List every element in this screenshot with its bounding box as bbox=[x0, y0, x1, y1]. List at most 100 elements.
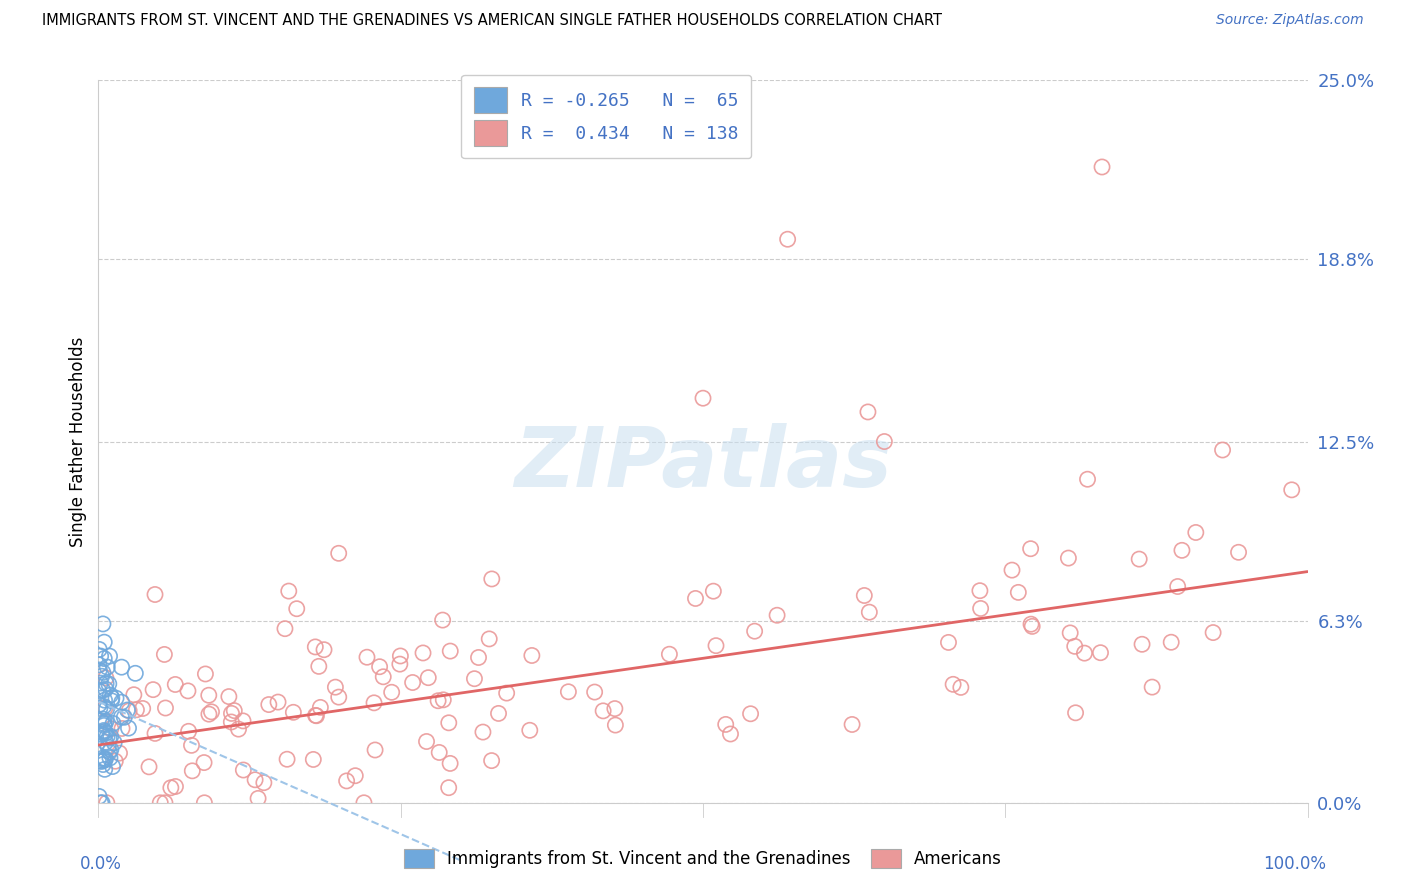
Point bbox=[1171, 543, 1194, 558]
Point bbox=[100, 694, 122, 708]
Point bbox=[94, 701, 117, 715]
Point bbox=[131, 701, 153, 715]
Point bbox=[427, 694, 450, 708]
Point bbox=[90, 755, 112, 769]
Point bbox=[90, 714, 112, 728]
Point bbox=[1167, 580, 1189, 594]
Point bbox=[471, 725, 494, 739]
Point bbox=[153, 796, 176, 810]
Point bbox=[91, 725, 114, 739]
Point bbox=[353, 796, 375, 810]
Point bbox=[118, 704, 141, 718]
Point bbox=[181, 764, 204, 778]
Point bbox=[193, 796, 215, 810]
Point bbox=[488, 706, 510, 721]
Point bbox=[388, 657, 411, 672]
Point bbox=[1140, 680, 1163, 694]
Point bbox=[89, 698, 111, 712]
Point bbox=[177, 724, 200, 739]
Point bbox=[94, 724, 117, 739]
Point bbox=[124, 666, 146, 681]
Point bbox=[363, 696, 385, 710]
Point bbox=[112, 710, 135, 724]
Point bbox=[253, 775, 276, 789]
Point bbox=[583, 685, 606, 699]
Point bbox=[744, 624, 766, 639]
Point bbox=[304, 640, 326, 654]
Text: Source: ZipAtlas.com: Source: ZipAtlas.com bbox=[1216, 13, 1364, 28]
Point bbox=[520, 648, 543, 663]
Point bbox=[1059, 626, 1081, 640]
Point bbox=[427, 746, 450, 760]
Point bbox=[89, 642, 111, 657]
Text: 100.0%: 100.0% bbox=[1263, 855, 1326, 872]
Point bbox=[180, 739, 202, 753]
Point bbox=[96, 660, 118, 674]
Point bbox=[1202, 625, 1225, 640]
Point bbox=[94, 753, 117, 767]
Point bbox=[224, 704, 246, 718]
Point bbox=[692, 391, 714, 405]
Point bbox=[1212, 442, 1234, 457]
Point bbox=[153, 648, 176, 662]
Point bbox=[308, 659, 330, 673]
Point bbox=[412, 646, 434, 660]
Point bbox=[96, 796, 118, 810]
Point bbox=[418, 671, 440, 685]
Point bbox=[658, 647, 681, 661]
Point bbox=[221, 706, 243, 721]
Point bbox=[165, 677, 187, 691]
Point bbox=[304, 708, 326, 723]
Point bbox=[89, 663, 111, 677]
Point bbox=[856, 405, 879, 419]
Point bbox=[143, 587, 166, 601]
Point bbox=[218, 690, 240, 704]
Point bbox=[100, 742, 122, 756]
Point bbox=[243, 772, 266, 787]
Point bbox=[557, 685, 579, 699]
Point bbox=[309, 700, 332, 714]
Point bbox=[344, 769, 367, 783]
Point bbox=[200, 705, 222, 719]
Point bbox=[94, 682, 117, 697]
Point bbox=[87, 789, 110, 804]
Point bbox=[125, 703, 148, 717]
Point bbox=[381, 685, 404, 699]
Point bbox=[197, 688, 219, 702]
Y-axis label: Single Father Households: Single Father Households bbox=[69, 336, 87, 547]
Point bbox=[949, 681, 972, 695]
Point bbox=[1057, 551, 1080, 566]
Point bbox=[481, 754, 503, 768]
Point bbox=[415, 734, 437, 748]
Point bbox=[96, 730, 118, 744]
Point bbox=[328, 546, 350, 560]
Point bbox=[432, 693, 454, 707]
Point bbox=[1227, 545, 1250, 559]
Point bbox=[91, 757, 114, 772]
Point bbox=[100, 722, 122, 736]
Point bbox=[142, 682, 165, 697]
Point bbox=[720, 727, 742, 741]
Point bbox=[1076, 472, 1098, 486]
Point bbox=[439, 644, 461, 658]
Point bbox=[91, 751, 114, 765]
Point bbox=[91, 796, 114, 810]
Point bbox=[373, 670, 395, 684]
Point bbox=[277, 584, 299, 599]
Point bbox=[94, 671, 117, 685]
Point bbox=[776, 232, 799, 246]
Point bbox=[117, 703, 139, 717]
Point bbox=[93, 762, 115, 776]
Text: IMMIGRANTS FROM ST. VINCENT AND THE GRENADINES VS AMERICAN SINGLE FATHER HOUSEHO: IMMIGRANTS FROM ST. VINCENT AND THE GREN… bbox=[42, 13, 942, 29]
Point bbox=[117, 721, 139, 735]
Point bbox=[98, 731, 121, 746]
Point bbox=[283, 706, 305, 720]
Point bbox=[432, 613, 454, 627]
Point bbox=[90, 796, 112, 810]
Point bbox=[873, 434, 896, 449]
Point bbox=[194, 667, 217, 681]
Point bbox=[138, 760, 160, 774]
Point bbox=[1128, 552, 1150, 566]
Point bbox=[305, 708, 328, 723]
Point bbox=[1007, 585, 1029, 599]
